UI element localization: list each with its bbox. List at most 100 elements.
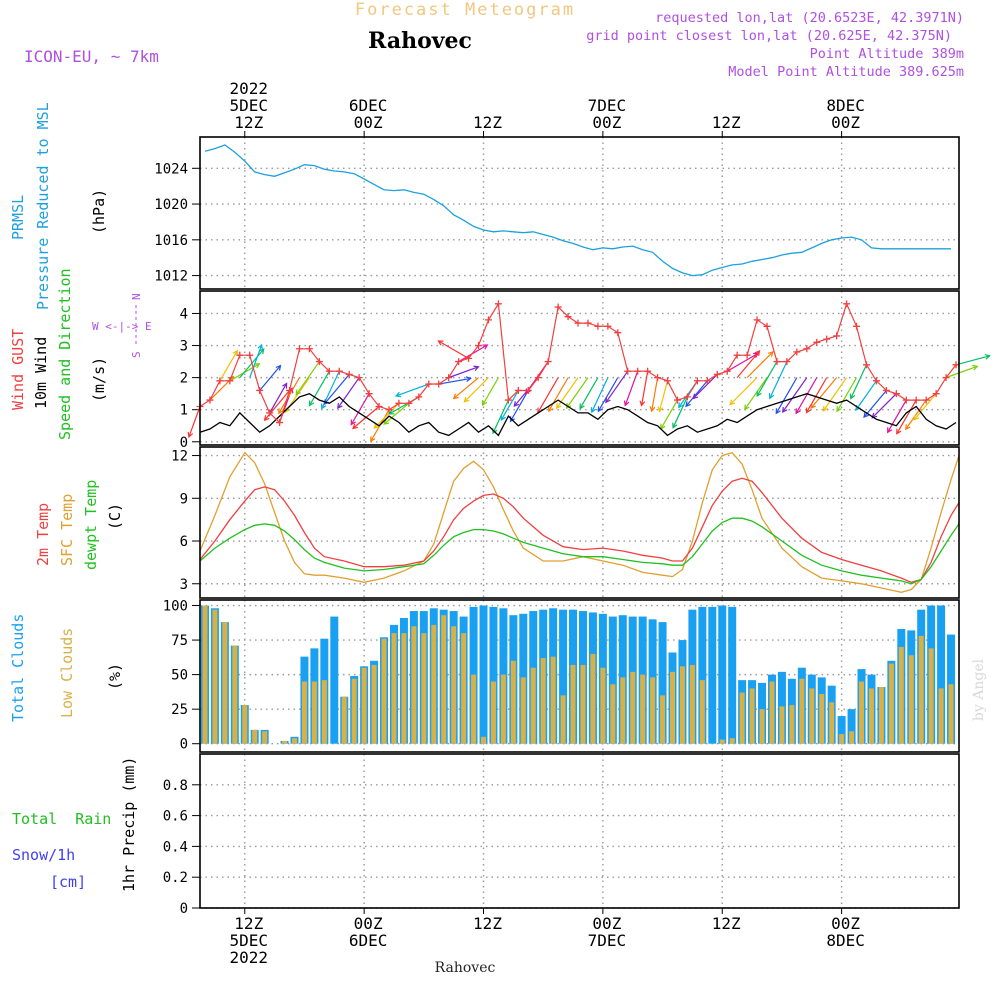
y-tick-label: 75	[171, 633, 188, 649]
wind-arrow-head	[452, 393, 459, 400]
y-tick-label: 0	[180, 737, 188, 753]
gust-point	[614, 329, 622, 337]
low-cloud-bar	[670, 671, 676, 744]
clouds-unit-label: (%)	[106, 663, 124, 690]
gust-point	[484, 316, 492, 324]
total-cloud-bar	[847, 709, 856, 744]
pressure-side-labels: PRMSL Pressure Reduced to MSL (hPa)	[9, 102, 108, 310]
low-cloud-bar	[202, 605, 208, 744]
wind-arrow	[492, 399, 509, 434]
y-tick-label: 1024	[154, 161, 188, 177]
wind-arrow-head	[555, 403, 562, 410]
total-clouds-label: Total Clouds	[9, 614, 27, 722]
low-cloud-bar	[938, 688, 944, 744]
gust-point	[564, 313, 572, 321]
low-cloud-bar	[660, 695, 666, 744]
gust-point	[295, 345, 303, 353]
wind-arrow-head	[513, 401, 520, 408]
low-cloud-bar	[371, 664, 377, 744]
compass-n: N	[130, 293, 143, 300]
wind-arrow	[438, 377, 471, 385]
wind-arrow-head	[257, 343, 263, 350]
time-label: 12Z	[473, 914, 502, 933]
low-cloud-bar	[799, 678, 805, 744]
gust-point	[833, 332, 841, 340]
wind-arrow-head	[548, 406, 554, 413]
gust-point	[524, 386, 532, 394]
low-cloud-bar	[391, 633, 397, 744]
low-cloud-bar	[719, 739, 725, 744]
gust-point	[335, 367, 343, 375]
wind-arrow	[605, 370, 629, 403]
wind-arrow	[219, 350, 238, 382]
wind-arrow-head	[282, 382, 288, 389]
gust-point	[723, 367, 731, 375]
y-tick-label: 0	[180, 435, 188, 451]
low-cloud-bar	[351, 678, 357, 744]
temp2m-label: 2m Temp	[34, 503, 52, 566]
y-tick-label: 3	[180, 339, 188, 355]
wind-arrow	[769, 361, 788, 399]
gust-point	[276, 419, 284, 427]
gust-point	[355, 374, 363, 382]
temp2m-line	[199, 477, 960, 583]
snow-label: Snow/1h	[12, 846, 75, 864]
total-cloud-bar	[559, 609, 568, 744]
wind-arrow	[548, 377, 569, 412]
wind-arrow-head	[465, 376, 472, 382]
y-tick-label: 1012	[154, 269, 188, 285]
y-tick-label: 1016	[154, 233, 188, 249]
low-cloud-bar	[530, 667, 536, 744]
time-label: 12Z	[473, 113, 502, 132]
y-tick-label: 1020	[154, 197, 188, 213]
wind-arrow	[579, 377, 599, 409]
wind-arrow-head	[579, 403, 585, 410]
y-tick-label: 4	[180, 306, 188, 322]
time-label: 00Z	[354, 113, 383, 132]
low-cloud-bar	[928, 648, 934, 744]
speed-direction-label: Speed and Direction	[56, 268, 74, 440]
low-cloud-bar	[431, 624, 437, 744]
gust-point	[385, 406, 393, 414]
wind-arrow	[438, 340, 469, 359]
wind-arrow	[660, 399, 679, 430]
wind-panel: 0 1 2 3 4	[180, 291, 991, 451]
wind-arrow	[337, 377, 360, 409]
low-cloud-bar	[520, 677, 526, 744]
wind-arrow	[896, 399, 917, 434]
wind-arrow-head	[352, 423, 359, 430]
wind-arrow	[756, 361, 778, 397]
y-tick-label: 6	[180, 534, 188, 550]
total-cloud-bar	[608, 616, 617, 744]
wind-arrow-head	[795, 408, 801, 415]
gust-point	[743, 351, 751, 359]
low-cloud-bar	[282, 740, 288, 744]
total-cloud-bar	[658, 622, 667, 744]
meteogram-title: Forecast Meteogram	[355, 0, 575, 20]
wind-arrow	[836, 377, 858, 412]
low-cloud-bar	[451, 626, 457, 744]
wind-arrow-head	[836, 406, 842, 413]
wind10-line	[199, 392, 957, 437]
wind-arrow	[537, 377, 559, 413]
low-cloud-bar	[640, 674, 646, 744]
gust-point	[455, 358, 463, 366]
gust-point	[594, 322, 602, 330]
wind-arrow-head	[308, 400, 315, 407]
wind-arrow	[269, 383, 288, 414]
precip-unit-label: 1hr Precip (mm)	[120, 757, 138, 892]
wind-arrow	[308, 370, 330, 406]
low-cloud-bar	[829, 702, 835, 744]
total-cloud-bar	[708, 606, 717, 744]
wind-arrow-head	[863, 412, 869, 419]
low-cloud-bar	[610, 684, 616, 744]
low-cloud-bar	[252, 729, 258, 744]
wind-arrow	[850, 364, 868, 399]
gust-point	[793, 348, 801, 356]
y-tick-label: 0.8	[163, 778, 188, 794]
gust-point	[753, 316, 761, 324]
gust-point	[912, 396, 920, 404]
